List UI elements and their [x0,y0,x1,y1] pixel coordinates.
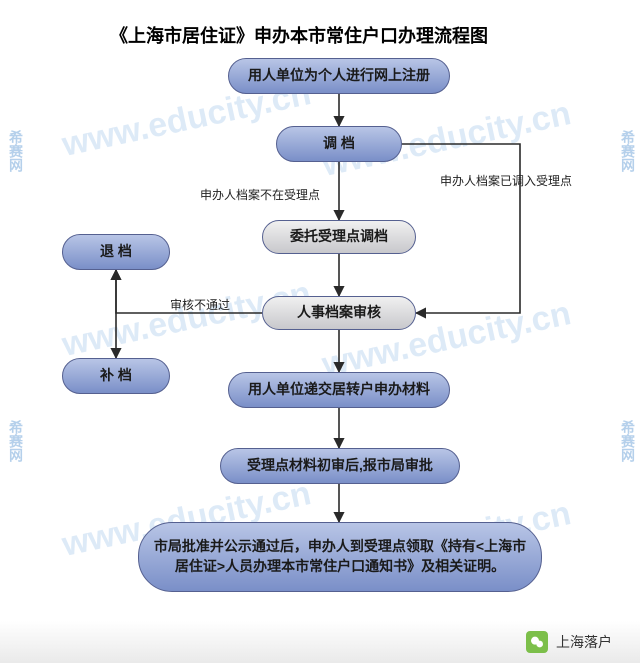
footer-source: 上海落户 [0,621,640,663]
brand-logo: 希赛网 [618,130,638,172]
brand-logo: 希赛网 [6,130,26,172]
brand-logo: 希赛网 [618,420,638,462]
flow-node-n2: 调 档 [276,126,402,162]
flow-node-n6: 受理点材料初审后,报市局审批 [220,448,460,484]
flow-node-label: 用人单位为个人进行网上注册 [248,66,430,86]
flow-node-nL2: 补 档 [62,358,170,394]
flow-node-label: 市局批准并公示通过后，申办人到受理点领取《持有<上海市居住证>人员办理本市常住户… [147,537,533,576]
flow-node-n1: 用人单位为个人进行网上注册 [228,58,450,94]
footer-source-label: 上海落户 [556,632,612,652]
flow-node-label: 人事档案审核 [297,303,381,323]
flow-node-label: 委托受理点调档 [290,227,388,247]
flow-node-n5: 用人单位递交居转户申办材料 [228,372,450,408]
edge-label-7: 审核不通过 [170,296,230,313]
flow-node-n3: 委托受理点调档 [262,220,416,254]
flow-node-n4: 人事档案审核 [262,296,416,330]
flow-node-label: 用人单位递交居转户申办材料 [248,380,430,400]
flow-node-nL1: 退 档 [62,234,170,270]
page-title: 《上海市居住证》申办本市常住户口办理流程图 [110,22,488,48]
edge-2 [402,144,520,313]
edge-label-2: 申办人档案已调入受理点 [440,172,572,189]
flow-node-n7: 市局批准并公示通过后，申办人到受理点领取《持有<上海市居住证>人员办理本市常住户… [138,522,542,592]
edge-label-1: 申办人档案不在受理点 [200,186,320,203]
flow-node-label: 退 档 [100,242,132,262]
flow-node-label: 受理点材料初审后,报市局审批 [247,456,433,476]
flow-node-label: 调 档 [323,134,355,154]
wechat-icon [526,631,548,653]
flowchart-canvas: www.educity.cnwww.educity.cnwww.educity.… [0,0,640,663]
flow-node-label: 补 档 [100,366,132,386]
brand-logo: 希赛网 [6,420,26,462]
